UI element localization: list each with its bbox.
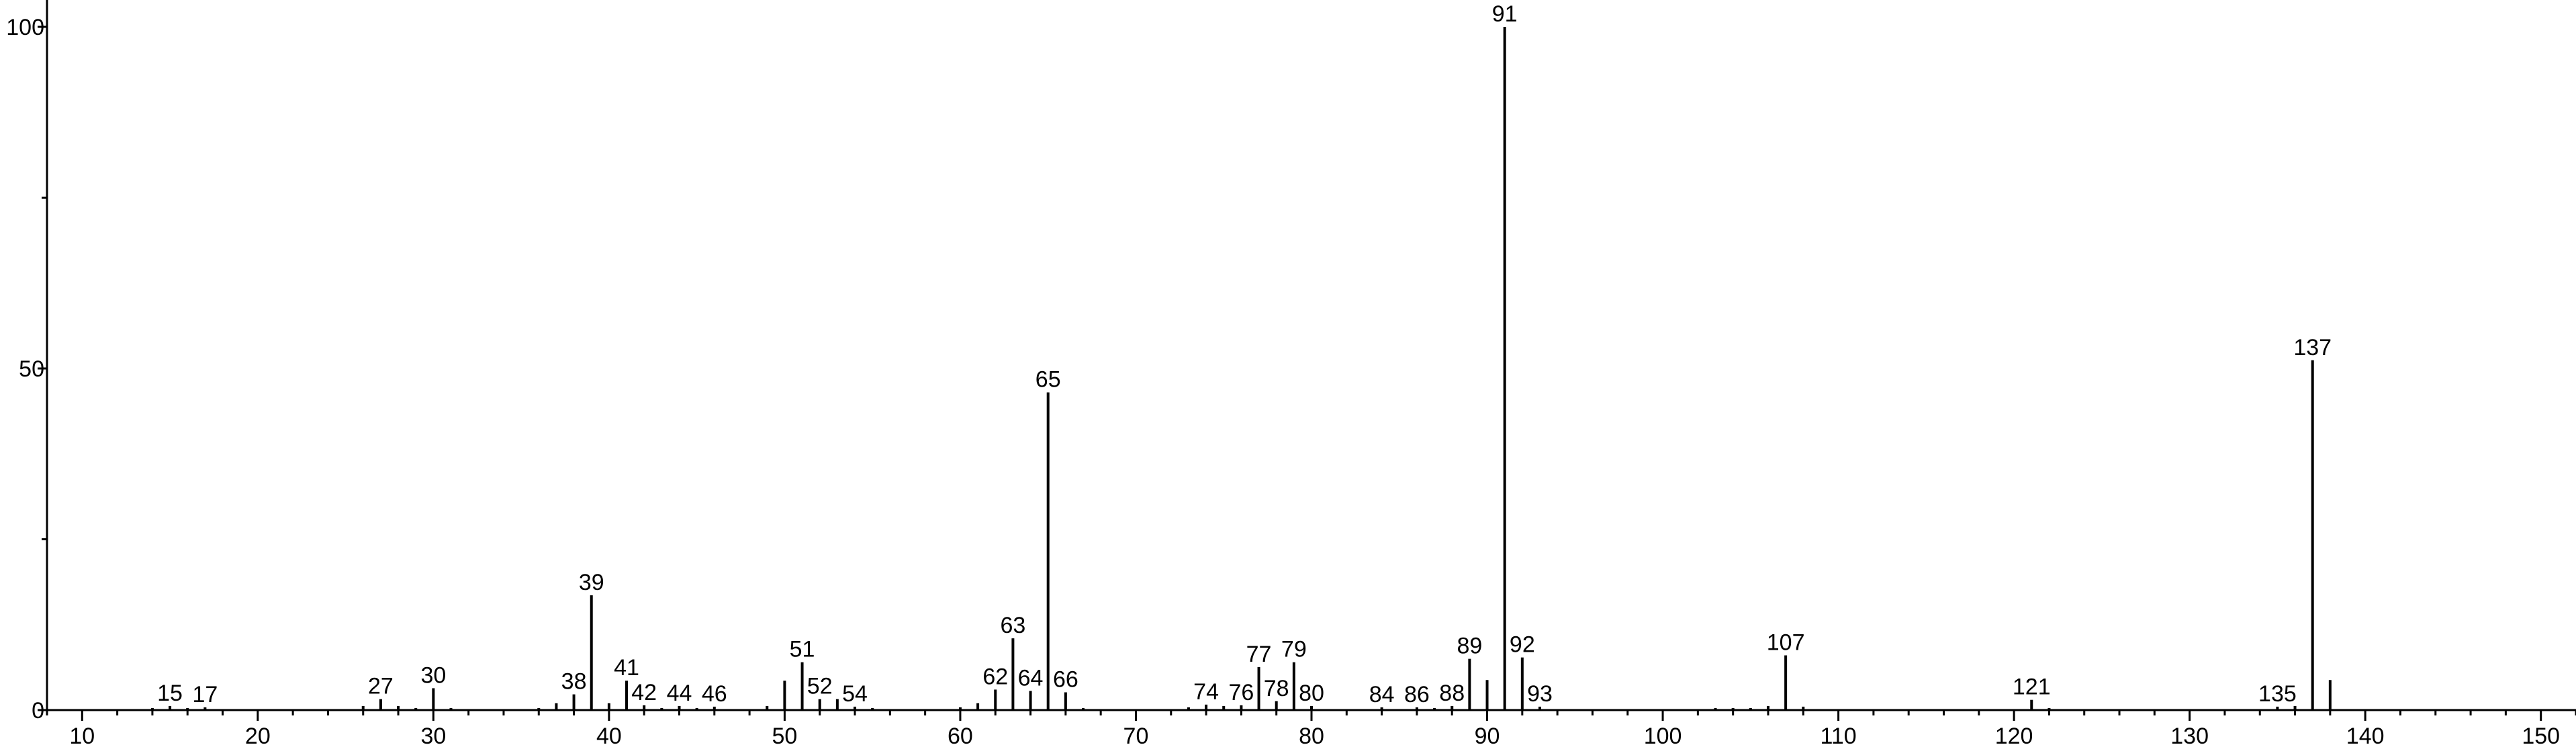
x-tick-label-100: 100 [1644,723,1682,749]
peak-label-121: 121 [2013,675,2051,700]
x-tick-label-130: 130 [2170,723,2209,749]
peak-label-62: 62 [982,664,1008,689]
peak-label-80: 80 [1299,681,1324,706]
peak-label-137: 137 [2293,335,2332,360]
peak-label-30: 30 [420,662,446,688]
peak-label-74: 74 [1193,679,1219,705]
x-tick-label-90: 90 [1475,723,1500,749]
x-tick-label-140: 140 [2346,723,2385,749]
y-tick-label-100: 100 [6,15,44,40]
peak-label-15: 15 [157,681,183,706]
x-tick-label-70: 70 [1123,723,1149,749]
y-tick-label-0: 0 [32,698,44,723]
peak-label-88: 88 [1439,681,1465,706]
peak-label-78: 78 [1264,676,1289,701]
x-tick-label-40: 40 [596,723,622,749]
peak-label-66: 66 [1053,667,1078,693]
peak-label-76: 76 [1228,680,1254,705]
peak-label-84: 84 [1369,682,1395,707]
peak-label-38: 38 [561,669,587,695]
peak-label-64: 64 [1018,665,1044,691]
x-axis-ticks: 10 20 30 40 50 60 70 80 90 100 110 120 130 140 150 [46,710,2576,749]
x-tick-label-80: 80 [1299,723,1324,749]
x-tick-label-30: 30 [420,723,446,749]
peaks-layer [150,27,2332,710]
x-tick-label-60: 60 [948,723,973,749]
peak-label-52: 52 [807,674,833,699]
peak-label-44: 44 [667,681,692,706]
peak-label-89: 89 [1457,634,1482,659]
peak-label-92: 92 [1510,632,1535,658]
peak-label-51: 51 [790,637,815,662]
peak-label-27: 27 [368,674,394,699]
x-tick-label-10: 10 [69,723,95,749]
peak-label-63: 63 [1000,613,1025,638]
peak-label-77: 77 [1246,642,1272,667]
peak-label-39: 39 [579,570,604,595]
peak-label-46: 46 [702,681,727,707]
x-tick-label-150: 150 [2522,723,2560,749]
x-tick-label-20: 20 [245,723,271,749]
peak-label-54: 54 [842,681,868,707]
x-tick-label-120: 120 [1995,723,2033,749]
peak-label-17: 17 [192,682,218,707]
peak-label-93: 93 [1527,681,1553,707]
peak-label-42: 42 [631,680,657,705]
peak-label-135: 135 [2258,681,2297,707]
peak-label-65: 65 [1036,367,1061,393]
peak-label-41: 41 [614,655,639,681]
x-tick-label-50: 50 [772,723,798,749]
peak-label-79: 79 [1281,637,1307,662]
peak-label-86: 86 [1404,682,1430,707]
y-tick-label-50: 50 [19,356,44,382]
y-axis-ticks: 0 50 100 [6,15,47,723]
peak-label-91: 91 [1492,1,1518,27]
peak-label-107: 107 [1767,630,1805,656]
x-tick-label-110: 110 [1820,723,1856,749]
